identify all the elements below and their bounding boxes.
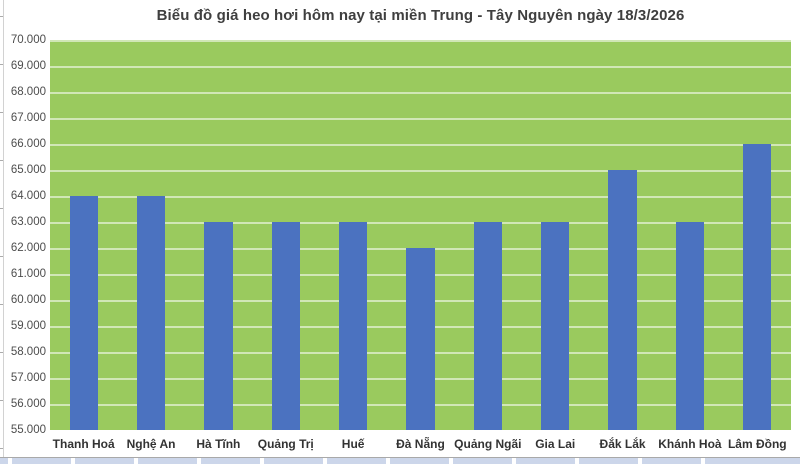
bar-Nghệ An <box>136 196 166 430</box>
y-tick-label: 62.000 <box>10 242 46 254</box>
y-tick-label: 59.000 <box>10 320 46 332</box>
bar-slot <box>50 40 117 430</box>
plot-area <box>50 40 791 430</box>
bar-slot <box>454 40 521 430</box>
y-axis-labels: 70.000 69.000 68.000 67.000 66.000 65.000 64.0… <box>0 0 46 464</box>
bar-Gia Lai <box>541 222 570 430</box>
bar-Thanh Hoá <box>69 196 98 430</box>
bar-Hà Tĩnh <box>204 222 233 430</box>
x-axis-label: Thanh Hoá <box>52 437 115 451</box>
bar-Đắk Lắk <box>608 170 637 430</box>
bar-slot <box>589 40 656 430</box>
y-tick-label: 56.000 <box>10 398 46 410</box>
y-tick-label: 60.000 <box>10 294 46 306</box>
x-axis-label: Lâm Đồng <box>727 437 787 451</box>
bar-slot <box>319 40 386 430</box>
spreadsheet-bottom-row <box>0 457 800 464</box>
bar-slot <box>185 40 252 430</box>
bar-Khánh Hoà <box>675 222 705 430</box>
y-tick-label: 68.000 <box>10 86 46 98</box>
x-axis-label: Đắk Lắk <box>599 437 646 451</box>
y-tick-label: 69.000 <box>10 60 46 72</box>
y-tick-label: 63.000 <box>10 216 46 228</box>
y-tick-label: 66.000 <box>10 138 46 150</box>
y-tick-label: 64.000 <box>10 190 46 202</box>
chart-title: Biểu đồ giá heo hơi hôm nay tại miền Tru… <box>156 7 685 24</box>
bar-slot <box>724 40 791 430</box>
bar-Đà Nẵng <box>406 248 435 430</box>
x-axis-label: Khánh Hoà <box>658 437 722 451</box>
x-axis-label: Gia Lai <box>535 437 576 451</box>
bar-Quảng Trị <box>271 222 300 430</box>
bar-Quảng Ngãi <box>473 222 502 430</box>
y-tick-label: 67.000 <box>10 112 46 124</box>
bar-Lâm Đồng <box>743 144 772 430</box>
bar-Huế <box>338 222 368 430</box>
y-tick-label: 70.000 <box>10 34 46 46</box>
y-tick-label: 61.000 <box>10 268 46 280</box>
bar-slot <box>117 40 184 430</box>
x-axis-label: Hà Tĩnh <box>196 437 241 451</box>
bar-slot <box>656 40 723 430</box>
x-axis-label: Huế <box>341 437 365 451</box>
y-tick-label: 55.000 <box>10 424 46 436</box>
x-axis-label: Đà Nẵng <box>396 437 445 451</box>
bars <box>50 40 791 430</box>
bar-slot <box>522 40 589 430</box>
bar-slot <box>252 40 319 430</box>
y-tick-label: 57.000 <box>10 372 46 384</box>
x-axis-labels: Thanh Hoá Nghệ An Hà Tĩnh Quảng Trị Huế Đà Nẵ… <box>50 436 791 452</box>
x-axis-label: Nghệ An <box>126 437 176 451</box>
x-axis-label: Quảng Trị <box>257 437 314 451</box>
x-axis-label: Quảng Ngãi <box>454 437 522 451</box>
y-tick-label: 65.000 <box>10 164 46 176</box>
bar-slot <box>387 40 454 430</box>
y-tick-label: 58.000 <box>10 346 46 358</box>
spreadsheet-left-edge <box>0 0 4 464</box>
